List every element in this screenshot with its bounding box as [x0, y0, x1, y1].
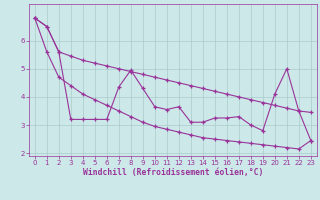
X-axis label: Windchill (Refroidissement éolien,°C): Windchill (Refroidissement éolien,°C)	[83, 168, 263, 177]
